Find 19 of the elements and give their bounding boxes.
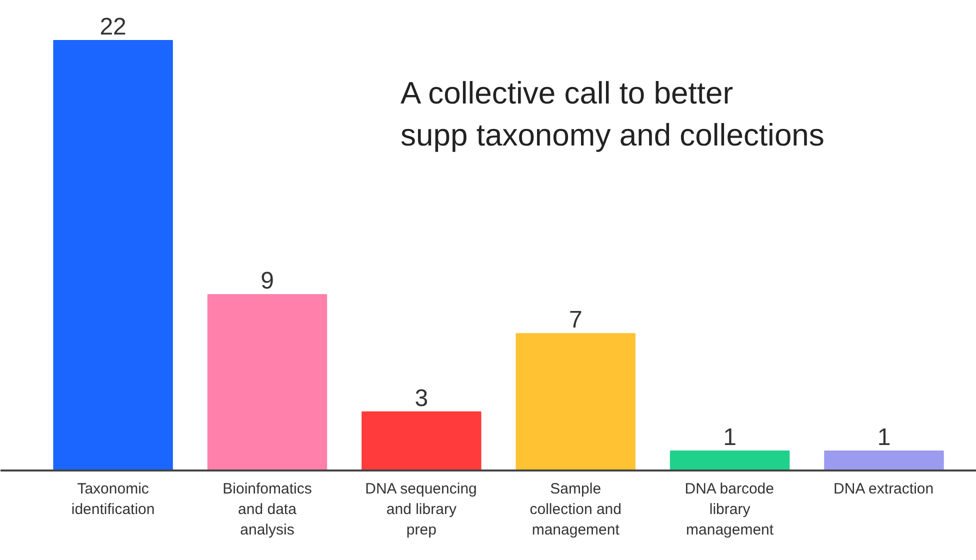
x-tick-label: DNA extraction	[834, 480, 934, 498]
data-label: 3	[414, 384, 428, 412]
x-tick-label: Taxonomic identification	[71, 480, 155, 518]
bar	[670, 450, 790, 470]
data-label: 1	[723, 424, 736, 451]
bar	[824, 450, 944, 470]
x-tick-label: Bioinfomatics and data analysis	[222, 480, 312, 538]
bar	[362, 411, 482, 470]
x-tick-label: DNA barcode library management	[684, 480, 774, 538]
x-tick-label: Sample collection and management	[530, 480, 622, 538]
data-label: 22	[100, 14, 126, 40]
bar	[53, 40, 173, 470]
data-label: 9	[260, 268, 274, 295]
bar	[516, 333, 636, 470]
annotation: A collective call to better supp taxonomy and collections	[400, 76, 824, 152]
bar	[207, 294, 328, 470]
data-label: 1	[877, 424, 891, 451]
data-label: 7	[568, 306, 582, 334]
x-tick-label: DNA sequencing and library prep	[365, 480, 477, 538]
